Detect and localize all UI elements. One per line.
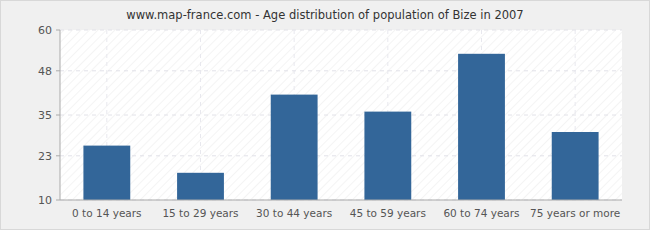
plot-area [60, 30, 622, 200]
bar [364, 112, 411, 200]
x-tick-label: 60 to 74 years [443, 207, 519, 219]
y-tick-label: 60 [38, 24, 52, 37]
title: www.map-france.com - Age distribution of… [126, 8, 523, 22]
bar [271, 95, 318, 200]
x-tick-label: 75 years or more [530, 207, 620, 219]
grid-line [60, 200, 622, 201]
grid-line [60, 155, 622, 156]
bar [552, 132, 599, 200]
y-tick-label: 10 [38, 194, 52, 207]
x-axis [60, 200, 622, 201]
y-tick [56, 155, 60, 156]
x-tick-label: 15 to 29 years [162, 207, 238, 219]
y-tick [56, 200, 60, 201]
bar [83, 146, 130, 200]
x-tick-label: 30 to 44 years [256, 207, 332, 219]
y-tick [56, 30, 60, 31]
y-tick [56, 115, 60, 116]
y-tick-label: 23 [38, 150, 52, 163]
bar [458, 54, 505, 200]
grid-line [60, 70, 622, 71]
y-tick-label: 35 [38, 109, 52, 122]
grid-line [60, 115, 622, 116]
x-tick-label: 45 to 59 years [350, 207, 426, 219]
bars [83, 54, 598, 200]
x-tick-label: 0 to 14 years [72, 207, 142, 219]
y-tick-label: 48 [38, 65, 52, 78]
chart-container: 10 23 35 48 60 0 to 14 years 15 to 29 years 30 … [0, 0, 650, 230]
chart-svg: 10 23 35 48 60 0 to 14 years 15 to 29 years 30 … [0, 0, 650, 230]
grid-line [60, 30, 622, 31]
bar [177, 173, 224, 200]
y-tick [56, 70, 60, 71]
background [1, 1, 650, 230]
